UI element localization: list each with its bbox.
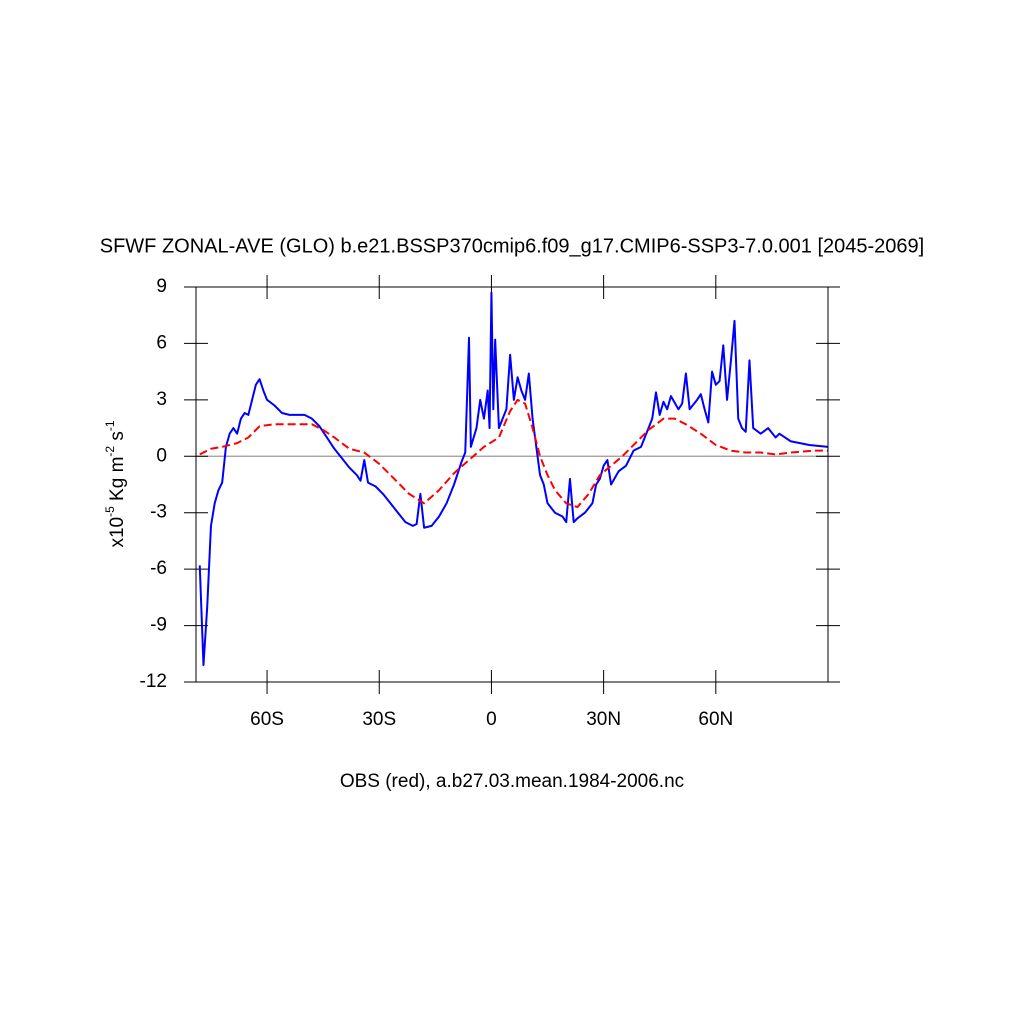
y-tick-label: -12 — [140, 671, 167, 692]
x-tick-label: 60S — [250, 709, 284, 730]
x-tick-label: 60N — [698, 709, 733, 730]
x-tick-label: 0 — [486, 709, 497, 730]
y-label-part: -2 — [103, 446, 117, 457]
y-label-part: Kg m — [107, 457, 128, 507]
x-tick-label: 30S — [362, 709, 396, 730]
y-label-part: x10 — [107, 517, 128, 548]
y-tick-label: 3 — [156, 389, 167, 410]
y-axis-label: x10-5 Kg m-2 s-1 — [103, 420, 128, 547]
plot-frame — [195, 286, 829, 683]
y-tick-label: -9 — [150, 615, 167, 636]
data-line — [198, 291, 829, 667]
y-tick-label: 9 — [156, 276, 167, 297]
subtitle: OBS (red), a.b27.03.mean.1984-2006.nc — [340, 771, 684, 792]
y-tick-label: 0 — [156, 445, 167, 466]
data-line — [199, 398, 828, 509]
y-tick-label: 6 — [156, 332, 167, 353]
y-tick-label: -3 — [150, 502, 167, 523]
chart-title: SFWF ZONAL-AVE (GLO) b.e21.BSSP370cmip6.… — [100, 235, 924, 257]
y-label-part: -5 — [103, 506, 117, 517]
y-label-part: s — [107, 431, 128, 446]
x-tick-label: 30N — [586, 709, 621, 730]
y-tick-label: -6 — [150, 558, 167, 579]
y-label-part: -1 — [103, 420, 117, 431]
